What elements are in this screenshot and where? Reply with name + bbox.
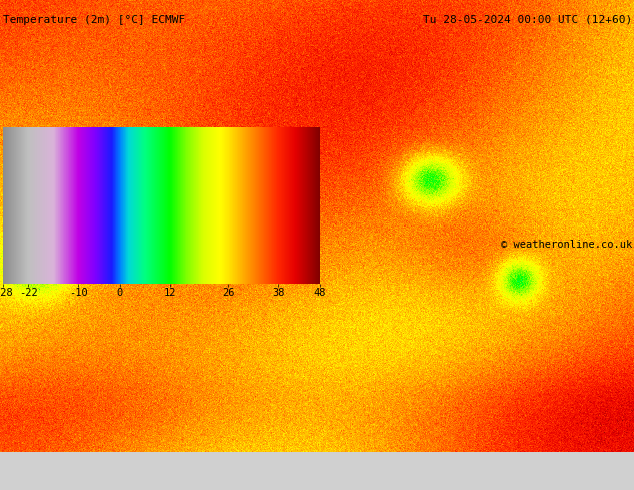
Text: Temperature (2m) [°C] ECMWF: Temperature (2m) [°C] ECMWF [3, 15, 185, 24]
Text: © weatheronline.co.uk: © weatheronline.co.uk [501, 240, 633, 250]
Text: Tu 28-05-2024 00:00 UTC (12+60): Tu 28-05-2024 00:00 UTC (12+60) [424, 15, 633, 24]
